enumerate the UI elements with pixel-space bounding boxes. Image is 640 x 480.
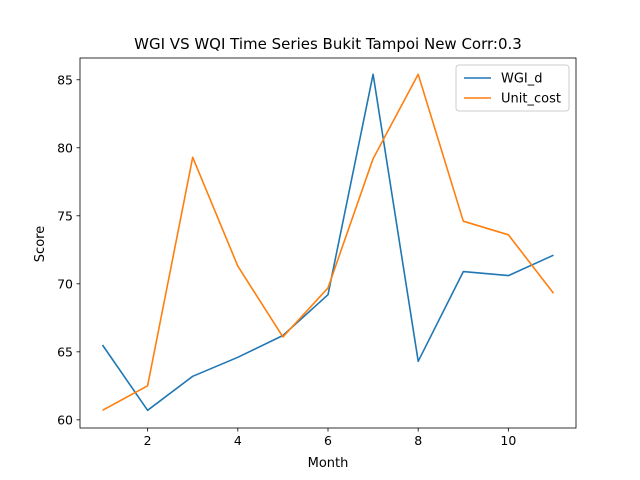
legend-label: WGI_d (501, 72, 543, 87)
y-tick-label: 80 (57, 140, 73, 155)
legend-box (455, 64, 570, 112)
x-tick-label: 10 (500, 433, 516, 448)
y-tick-label: 70 (57, 276, 73, 291)
y-tick-label: 65 (57, 344, 73, 359)
y-tick-label: 60 (57, 412, 73, 427)
series-lines (101, 73, 555, 412)
y-tick-label: 85 (57, 72, 73, 87)
series-line-2 (102, 73, 555, 412)
series-line-1 (101, 73, 554, 412)
legend-label: Unit_cost (501, 92, 561, 107)
y-tick-label: 75 (57, 208, 73, 223)
chart-title: WGI VS WQI Time Series Bukit Tampoi New … (134, 35, 522, 53)
y-axis: 60 65 70 75 80 85 (57, 72, 80, 427)
plot-area (79, 57, 577, 429)
x-tick-label: 2 (144, 433, 152, 448)
x-tick-label: 4 (234, 433, 242, 448)
x-tick-label: 8 (414, 433, 422, 448)
x-tick-label: 6 (324, 433, 332, 448)
y-axis-label: Score (33, 226, 48, 262)
x-axis-label: Month (308, 456, 349, 471)
plot-frame (79, 57, 577, 429)
legend: WGI_d Unit_cost (455, 64, 570, 112)
x-axis: 2 4 6 8 10 (144, 428, 516, 448)
